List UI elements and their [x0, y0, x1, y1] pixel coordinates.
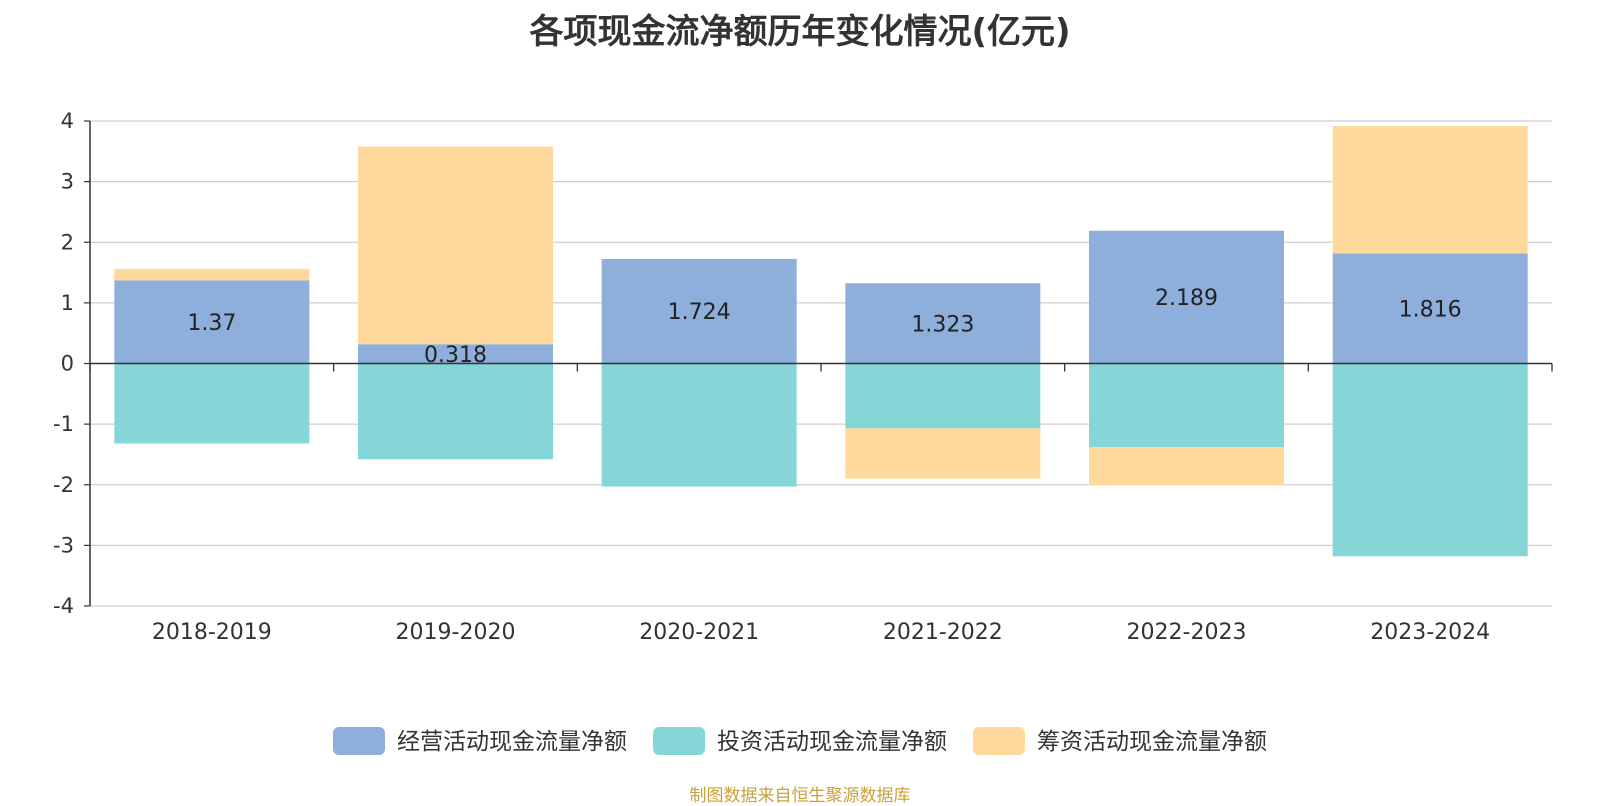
bar-segment — [1332, 126, 1528, 254]
source-note: 制图数据来自恒生聚源数据库 — [689, 786, 911, 806]
x-tick-label: 2019-2020 — [396, 620, 516, 645]
legend-label: 筹资活动现金流量净额 — [1037, 729, 1267, 755]
bar-segment — [845, 428, 1041, 479]
bar-segment — [358, 146, 553, 345]
data-label: 1.816 — [1399, 297, 1462, 322]
y-tick-label: 2 — [61, 230, 74, 254]
legend-swatch — [973, 727, 1025, 755]
y-tick-label: -4 — [53, 594, 74, 618]
x-tick-label: 2022-2023 — [1127, 620, 1247, 645]
bar-segment — [114, 268, 310, 281]
bar-segment — [1332, 363, 1528, 557]
bar-segment — [358, 344, 553, 364]
x-tick-label: 2021-2022 — [883, 620, 1003, 645]
y-tick-label: 1 — [61, 291, 74, 315]
bar-segment — [1089, 363, 1284, 448]
data-label: 1.37 — [187, 311, 236, 336]
data-label: 1.323 — [911, 312, 974, 337]
y-tick-label: 0 — [61, 352, 74, 376]
bar-segment — [601, 258, 797, 364]
bar-segment — [1332, 253, 1528, 364]
bar-segment — [845, 283, 1041, 364]
bar-segment — [601, 363, 797, 487]
bar-segment — [1089, 447, 1284, 486]
y-tick-label: 3 — [61, 170, 74, 194]
y-tick-label: -1 — [53, 412, 74, 436]
data-label: 1.724 — [668, 300, 731, 325]
x-tick-label: 2020-2021 — [639, 620, 759, 645]
data-label: 0.318 — [424, 343, 487, 368]
bar-segment — [358, 363, 553, 460]
y-tick-label: -3 — [53, 533, 74, 557]
chart-title: 各项现金流净额历年变化情况(亿元) — [529, 12, 1071, 52]
legend-label: 经营活动现金流量净额 — [397, 729, 627, 755]
data-label: 2.189 — [1155, 286, 1218, 311]
bar-segment — [114, 363, 310, 444]
legend-label: 投资活动现金流量净额 — [717, 729, 947, 755]
bar-segment — [114, 280, 310, 364]
y-tick-label: -2 — [53, 473, 74, 497]
bar-segment — [845, 363, 1041, 429]
x-tick-label: 2023-2024 — [1370, 620, 1490, 645]
x-tick-label: 2018-2019 — [152, 620, 272, 645]
legend-swatch — [333, 727, 385, 755]
bar-segment — [1089, 230, 1284, 364]
y-tick-label: 4 — [61, 109, 74, 133]
legend-swatch — [653, 727, 705, 755]
